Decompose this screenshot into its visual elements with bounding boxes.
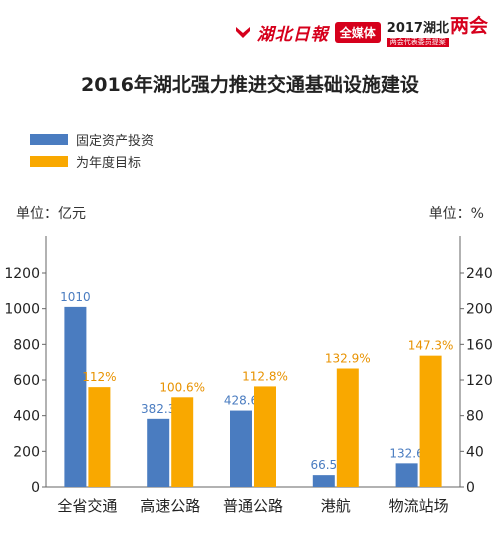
y-left-tick-label: 0 (31, 480, 40, 496)
bar-investment (147, 418, 170, 487)
y-left-tick-label: 400 (13, 409, 40, 425)
y-left-tick-label: 600 (13, 373, 40, 389)
y-left-tick-label: 200 (13, 444, 40, 460)
bar-target-label: 147.3% (408, 339, 454, 353)
bar-investment-label: 66.5 (310, 458, 337, 472)
bar-target-label: 112% (82, 370, 116, 384)
bar-target (254, 386, 276, 487)
bar-investment-label: 132.6 (389, 446, 423, 460)
legend-swatch-target (30, 155, 68, 167)
x-category-label: 物流站场 (389, 497, 449, 515)
chart-legend: 固定资产投资 为年度目标 (30, 128, 154, 172)
bar-investment (230, 410, 252, 487)
x-category-label: 普通公路 (223, 497, 283, 515)
chart-title: 2016年湖北强力推进交通基础设施建设 (81, 74, 419, 96)
y-right-tick-label: 0 (466, 480, 475, 496)
y-left-tick-label: 1200 (4, 266, 40, 282)
y-left-tick-label: 800 (13, 337, 40, 353)
brand-event-logo: 2017湖北 两会 两会代表委员提案 (386, 15, 488, 47)
x-category-label: 港航 (321, 497, 351, 515)
bar-investment (64, 306, 87, 487)
bar-target (88, 387, 111, 487)
bar-investment-label: 382.3 (141, 402, 175, 416)
bar-target (419, 355, 442, 487)
bar-investment-label: 428.6 (224, 394, 258, 408)
legend-swatch-investment (30, 133, 68, 145)
x-category-label: 全省交通 (57, 497, 117, 515)
brand-event-year: 2017湖北 (386, 21, 449, 36)
x-category-label: 高速公路 (140, 497, 200, 515)
bar-target-label: 100.6% (159, 380, 205, 394)
left-axis-unit: 单位：亿元 (16, 206, 86, 222)
bar-target (336, 368, 359, 487)
bar-investment-label: 1010 (60, 290, 91, 304)
bar-target-label: 132.9% (325, 351, 371, 365)
bar-target-label: 112.8% (242, 369, 288, 383)
y-left-tick-label: 1000 (4, 302, 40, 318)
y-right-tick-label: 120 (466, 373, 493, 389)
brand-logo-icon (235, 27, 250, 38)
brand-event-name: 两会 (449, 15, 488, 37)
y-right-tick-label: 240 (466, 266, 493, 282)
bar-investment (312, 475, 335, 487)
right-axis-unit: 单位：% (428, 206, 484, 222)
legend-item-target: 为年度目标 (30, 150, 154, 172)
y-right-tick-label: 40 (466, 444, 484, 460)
y-right-tick-label: 80 (466, 409, 484, 425)
bar-target (171, 397, 194, 487)
bar-investment (395, 463, 418, 487)
legend-label-investment: 固定资产投资 (76, 133, 155, 149)
y-right-tick-label: 160 (466, 337, 493, 353)
brand-header: 湖北日報 全媒体 2017湖北 两会 两会代表委员提案 (235, 12, 488, 52)
brand-event-subtitle: 两会代表委员提案 (386, 38, 449, 47)
brand-media-badge: 全媒体 (334, 21, 381, 43)
legend-label-target: 为年度目标 (76, 155, 142, 171)
legend-item-investment: 固定资产投资 (30, 128, 154, 150)
y-right-tick-label: 200 (466, 302, 493, 318)
brand-paper-name: 湖北日報 (256, 24, 329, 45)
